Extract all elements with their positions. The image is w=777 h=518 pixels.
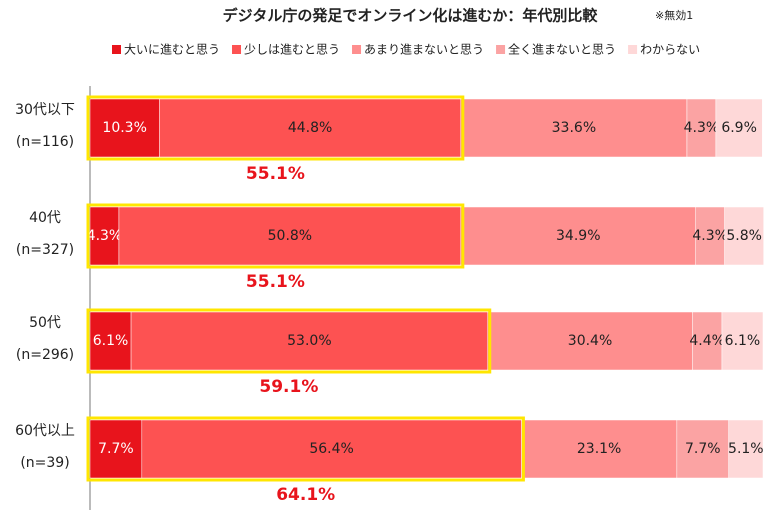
value-label: 6.9% xyxy=(721,120,757,136)
highlight-box xyxy=(86,95,465,161)
bar-segment xyxy=(521,419,678,479)
sample-size-label: (n=39) xyxy=(20,455,69,471)
value-label: 56.4% xyxy=(309,441,353,457)
value-label: 30.4% xyxy=(568,333,612,349)
bar-segment xyxy=(676,419,729,479)
value-label: 5.8% xyxy=(726,228,762,244)
value-label: 4.3% xyxy=(692,228,728,244)
value-label: 6.1% xyxy=(93,333,129,349)
note: ※無効1 xyxy=(655,8,693,22)
value-label: 6.1% xyxy=(725,333,761,349)
bar-segment xyxy=(715,98,763,158)
bar-segment xyxy=(460,206,696,266)
sample-size-label: (n=327) xyxy=(16,242,74,258)
legend-swatch xyxy=(232,45,242,54)
bar-segment xyxy=(130,311,488,371)
legend-label: わからない xyxy=(640,43,700,57)
value-label: 7.7% xyxy=(685,441,721,457)
value-label: 23.1% xyxy=(577,441,621,457)
highlight-box xyxy=(86,203,465,269)
value-label: 5.1% xyxy=(728,441,764,457)
bar-segment xyxy=(487,311,693,371)
bar-segment xyxy=(89,98,160,158)
highlight-box xyxy=(86,416,525,482)
bar-segment xyxy=(159,98,462,158)
value-label: 34.9% xyxy=(556,228,600,244)
total-label: 64.1% xyxy=(276,485,335,505)
legend-swatch xyxy=(352,45,362,54)
bar-segment xyxy=(721,311,764,371)
legend-swatch xyxy=(496,45,506,54)
category-label: 40代 xyxy=(29,210,61,226)
category-label: 60代以上 xyxy=(15,423,75,439)
bar-segment xyxy=(692,311,723,371)
bar-segment xyxy=(460,98,688,158)
category-label: 50代 xyxy=(29,315,61,331)
legend-swatch xyxy=(628,45,638,54)
value-label: 50.8% xyxy=(268,228,312,244)
total-label: 59.1% xyxy=(259,377,318,397)
total-label: 55.1% xyxy=(246,272,305,292)
value-label: 10.3% xyxy=(102,120,146,136)
bar-segment xyxy=(728,419,764,479)
bar-segment xyxy=(89,206,120,266)
value-label: 4.3% xyxy=(87,228,123,244)
category-label: 30代以下 xyxy=(15,102,75,118)
sample-size-label: (n=116) xyxy=(16,134,74,150)
value-label: 44.8% xyxy=(288,120,332,136)
legend-label: あまり進まないと思う xyxy=(364,43,484,57)
value-label: 33.6% xyxy=(552,120,596,136)
value-label: 53.0% xyxy=(287,333,331,349)
legend-label: 大いに進むと思う xyxy=(124,43,220,57)
highlight-box xyxy=(86,308,492,374)
bar-segment xyxy=(141,419,522,479)
bar-segment xyxy=(724,206,764,266)
value-label: 7.7% xyxy=(98,441,134,457)
total-label: 55.1% xyxy=(246,164,305,184)
bar-segment xyxy=(118,206,462,266)
value-label: 4.4% xyxy=(689,333,725,349)
legend-label: 全く進まないと思う xyxy=(508,42,616,57)
bar-segment xyxy=(695,206,725,266)
chart-title: デジタル庁の発足でオンライン化は進むか：年代別比較 xyxy=(223,7,599,25)
legend-swatch xyxy=(112,45,121,54)
sample-size-label: (n=296) xyxy=(16,347,74,363)
bar-segment xyxy=(89,419,143,479)
value-label: 4.3% xyxy=(684,120,720,136)
legend-label: 少しは進むと思う xyxy=(244,43,340,57)
